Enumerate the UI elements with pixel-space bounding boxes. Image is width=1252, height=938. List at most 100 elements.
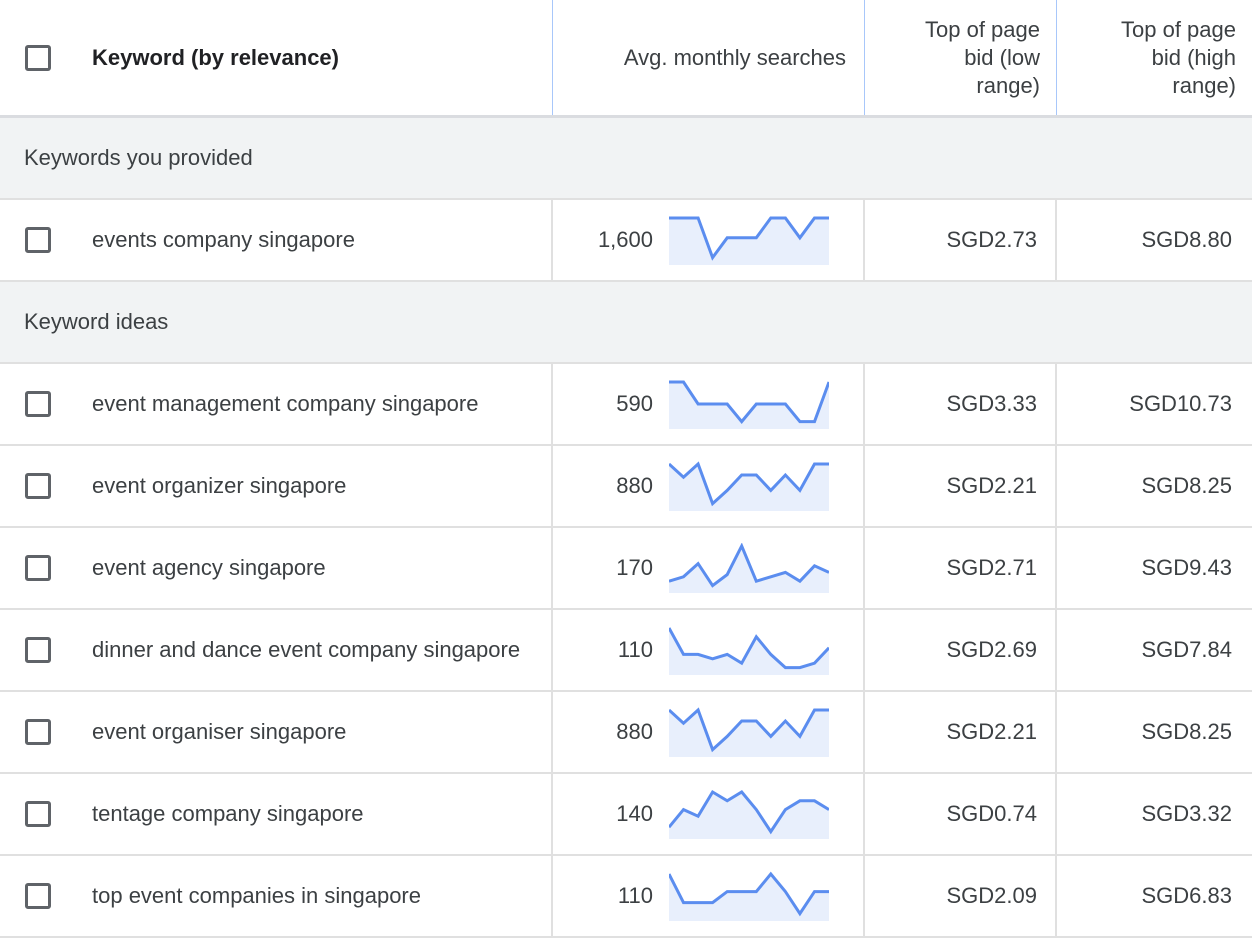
keyword-cell: event organiser singapore: [0, 692, 553, 772]
low-bid-value: SGD2.21: [946, 719, 1038, 744]
avg-searches-cell: 170: [553, 528, 865, 608]
trend-sparkline: [669, 543, 829, 593]
trend-line: [669, 461, 829, 507]
low-bid-value: SGD0.74: [946, 801, 1038, 826]
keyword-cell: events company singapore: [0, 200, 553, 280]
table-row: top event companies in singapore 110 SGD2.…: [0, 856, 1252, 938]
low-bid-value: SGD2.73: [946, 227, 1038, 252]
trend-line: [669, 543, 829, 588]
header-low-bid-cell[interactable]: Top of page bid (low range): [865, 0, 1057, 115]
header-low-bid-line: range): [976, 72, 1040, 98]
low-bid-value: SGD2.09: [946, 883, 1038, 908]
avg-searches-cell: 880: [553, 692, 865, 772]
trend-line: [669, 789, 829, 835]
trend-area: [669, 874, 829, 921]
keyword-text: tentage company singapore: [92, 801, 364, 826]
section-header: Keywords you provided: [0, 118, 1252, 200]
avg-searches-cell: 590: [553, 364, 865, 444]
trend-area: [669, 792, 829, 839]
avg-searches-value: 590: [616, 391, 653, 416]
low-bid-cell: SGD0.74: [865, 774, 1057, 854]
table-row: event organiser singapore 880 SGD2.21 SGD8.…: [0, 692, 1252, 774]
keyword-cell: dinner and dance event company singapore: [0, 610, 553, 690]
trend-sparkline: [669, 789, 829, 839]
trend-area: [669, 218, 829, 265]
row-checkbox[interactable]: [25, 719, 51, 745]
row-checkbox[interactable]: [25, 227, 51, 253]
low-bid-cell: SGD2.09: [865, 856, 1057, 936]
high-bid-value: SGD7.84: [1141, 637, 1233, 662]
table-row: tentage company singapore 140 SGD0.74 SGD3.…: [0, 774, 1252, 856]
keyword-cell: event management company singapore: [0, 364, 553, 444]
trend-area: [669, 464, 829, 511]
avg-searches-value: 110: [617, 637, 653, 662]
keyword-cell: event organizer singapore: [0, 446, 553, 526]
low-bid-cell: SGD2.71: [865, 528, 1057, 608]
avg-searches-cell: 110: [553, 610, 865, 690]
row-checkbox[interactable]: [25, 473, 51, 499]
avg-searches-value: 880: [616, 473, 653, 498]
low-bid-value: SGD2.69: [946, 637, 1038, 662]
trend-sparkline: [669, 461, 829, 511]
trend-sparkline: [669, 707, 829, 757]
row-checkbox[interactable]: [25, 801, 51, 827]
header-high-bid-cell[interactable]: Top of page bid (high range): [1057, 0, 1252, 115]
avg-searches-cell: 110: [553, 856, 865, 936]
low-bid-cell: SGD2.21: [865, 446, 1057, 526]
row-checkbox[interactable]: [25, 883, 51, 909]
header-low-bid-label[interactable]: Top of page bid (low range): [865, 16, 1056, 100]
low-bid-value: SGD2.71: [946, 555, 1038, 580]
low-bid-cell: SGD2.73: [865, 200, 1057, 280]
avg-searches-cell: 880: [553, 446, 865, 526]
trend-area: [669, 382, 829, 429]
keyword-text: event management company singapore: [92, 391, 479, 416]
trend-line: [669, 380, 829, 424]
low-bid-value: SGD3.33: [946, 391, 1038, 416]
high-bid-value: SGD6.83: [1141, 883, 1233, 908]
header-avg-cell[interactable]: Avg. monthly searches: [553, 0, 865, 115]
row-checkbox[interactable]: [25, 637, 51, 663]
keyword-cell: event agency singapore: [0, 528, 553, 608]
avg-searches-value: 880: [616, 719, 653, 744]
low-bid-cell: SGD2.21: [865, 692, 1057, 772]
row-checkbox[interactable]: [25, 555, 51, 581]
high-bid-value: SGD8.80: [1141, 227, 1233, 252]
trend-sparkline: [669, 871, 829, 921]
trend-sparkline: [669, 216, 829, 265]
high-bid-cell: SGD8.80: [1057, 200, 1252, 280]
table-row: events company singapore 1,600 SGD2.73 SGD8…: [0, 200, 1252, 282]
trend-line: [669, 216, 829, 261]
header-avg-label[interactable]: Avg. monthly searches: [623, 44, 846, 70]
high-bid-value: SGD8.25: [1141, 719, 1233, 744]
high-bid-cell: SGD8.25: [1057, 446, 1252, 526]
trend-sparkline: [669, 380, 829, 429]
table-row: event management company singapore 590 SGD…: [0, 364, 1252, 446]
avg-searches-value: 1,600: [597, 227, 653, 252]
keyword-text: top event companies in singapore: [92, 883, 421, 908]
header-keyword-cell: Keyword (by relevance): [0, 0, 553, 115]
low-bid-value: SGD2.21: [946, 473, 1038, 498]
section-header: Keyword ideas: [0, 282, 1252, 364]
table-row: dinner and dance event company singapore…: [0, 610, 1252, 692]
header-high-bid-line: Top of page: [1121, 16, 1236, 42]
high-bid-cell: SGD10.73: [1057, 364, 1252, 444]
keyword-text: event organizer singapore: [92, 473, 347, 498]
header-keyword-label[interactable]: Keyword (by relevance): [92, 44, 339, 70]
table-body: Keywords you provided events company sing…: [0, 118, 1252, 938]
select-all-checkbox[interactable]: [25, 44, 51, 71]
row-checkbox[interactable]: [25, 391, 51, 417]
trend-line: [669, 707, 829, 753]
trend-line: [669, 871, 829, 917]
trend-sparkline: [669, 627, 829, 675]
table-header: Keyword (by relevance) Avg. monthly sear…: [0, 0, 1252, 118]
trend-line: [669, 627, 829, 670]
high-bid-cell: SGD3.32: [1057, 774, 1252, 854]
keyword-text: dinner and dance event company singapore: [92, 637, 521, 662]
keyword-cell: tentage company singapore: [0, 774, 553, 854]
table-row: event organizer singapore 880 SGD2.21 SGD8.…: [0, 446, 1252, 528]
high-bid-cell: SGD6.83: [1057, 856, 1252, 936]
low-bid-cell: SGD3.33: [865, 364, 1057, 444]
avg-searches-value: 170: [616, 555, 653, 580]
avg-searches-value: 140: [616, 801, 653, 826]
header-high-bid-label[interactable]: Top of page bid (high range): [1057, 16, 1252, 100]
